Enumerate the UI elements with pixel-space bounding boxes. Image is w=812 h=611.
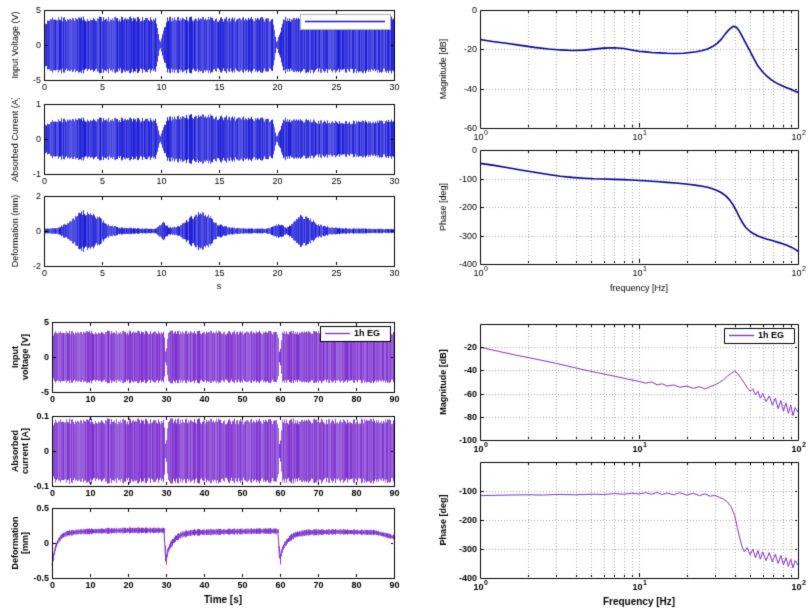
chart-bode-phase-1heg [434,458,806,608]
panel-bottom-left-time-series [6,316,404,606]
chart-absorbed-current-1heg [6,410,404,504]
chart-bode-phase [434,146,806,294]
chart-bode-magnitude [434,4,806,146]
chart-absorbed-current [6,98,404,192]
panel-top-right-bode [434,4,806,294]
chart-input-voltage [6,4,404,98]
chart-deformation [6,192,404,292]
panel-top-left-time-series [6,4,404,292]
chart-deformation-1heg [6,504,404,606]
panel-bottom-right-bode [434,316,806,608]
chart-bode-magnitude-1heg [434,316,806,458]
chart-input-voltage-1heg [6,316,404,410]
